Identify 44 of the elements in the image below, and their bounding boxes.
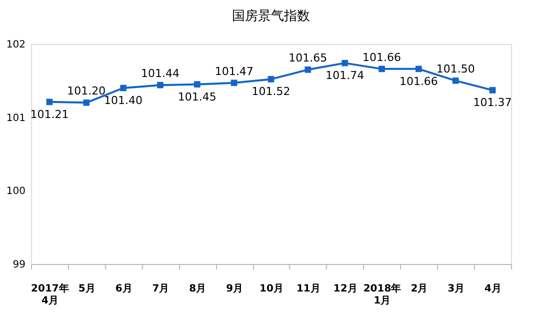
point [378,66,385,72]
x-tick-label: 6月 [115,284,132,294]
point [342,60,348,66]
point [157,82,164,88]
data-label: 101.20 [67,84,106,98]
x-tick-label: 11月 [296,284,320,294]
x-tick-label: 3月 [448,284,465,294]
data-label: 101.50 [436,62,475,76]
data-label: 101.47 [214,64,254,78]
data-label: 101.74 [326,69,364,82]
x-tick-label: 2018年 1月 [363,282,402,306]
y-tick-label: 100 [6,186,26,198]
point [194,81,200,88]
data-label: 101.21 [30,108,69,121]
point [120,84,126,92]
x-tick-label: 8月 [189,284,206,294]
x-tick-label: 4月 [484,284,502,294]
x-tick-label: 2月 [410,284,428,294]
x-tick-label: 7月 [152,284,170,294]
data-label: 101.66 [362,50,402,64]
data-label: 101.66 [399,74,438,88]
data-label: 101.40 [104,94,143,107]
point [230,80,238,86]
y-tick-label: 102 [6,40,26,50]
x-tick-label: 12月 [333,284,358,294]
point [304,66,312,73]
data-label: 101.44 [140,67,180,80]
point [452,78,459,84]
x-tick-label: 2017年 4月 [31,282,69,306]
y-tick-label: 99 [12,260,26,270]
x-tick-label: 9月 [226,284,244,294]
point [416,66,422,72]
data-label: 101.52 [252,85,290,98]
point [46,98,53,106]
data-label: 101.65 [288,52,328,65]
point [83,100,90,106]
data-label: 101.45 [178,90,216,104]
point [489,87,496,94]
y-tick-label: 101 [6,112,26,124]
x-tick-label: 10月 [260,284,284,294]
chart-title: 国房景气指数 [232,8,310,24]
data-label: 101.37 [473,96,512,110]
point [268,76,274,82]
x-tick-label: 5月 [78,284,96,294]
